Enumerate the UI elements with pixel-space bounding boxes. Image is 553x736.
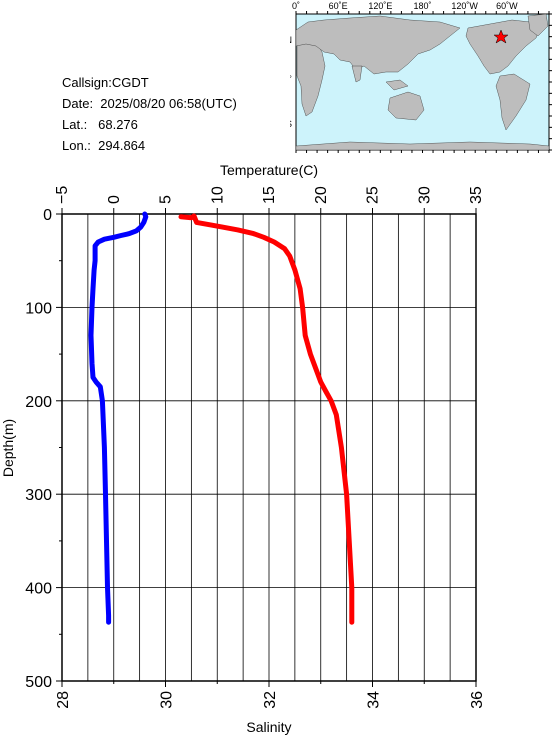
series-layer (88, 211, 355, 625)
map-lon-label: 120˚E (368, 1, 392, 11)
temperature-tick-label: 30 (416, 186, 433, 204)
depth-tick-label: 500 (25, 674, 52, 691)
callsign-text: Callsign:CGDT (62, 75, 149, 90)
india-shape (351, 65, 363, 83)
depth-axis: 0 100 200 300 400 500 (25, 207, 62, 691)
salinity-profile-line (178, 213, 355, 625)
map-lon-label: 120˚W (451, 1, 478, 11)
greenland-shape (527, 13, 549, 37)
world-map: 0˚ 60˚E 120˚E 180˚ 120˚W 60˚W 60˚N 0˚ 60˚S (290, 1, 552, 153)
map-lon-label: 60˚W (496, 1, 518, 11)
depth-tick-label: 0 (43, 207, 52, 224)
longitude-text: Lon.: 294.864 (62, 138, 146, 153)
temperature-tick-label: −5 (54, 186, 71, 204)
map-land (295, 13, 550, 151)
salinity-tick-label: 34 (366, 691, 383, 709)
depth-tick-label: 200 (25, 394, 52, 411)
chart-grid (61, 213, 477, 682)
map-side-labels: 60˚N 0˚ 60˚S (290, 35, 292, 129)
temperature-tick-label: 10 (209, 186, 226, 204)
map-lon-label: 60˚E (329, 1, 348, 11)
depth-tick-label: 300 (25, 487, 52, 504)
salinity-tick-label: 30 (159, 691, 176, 709)
salinity-tick-label: 28 (55, 691, 72, 709)
map-top-labels: 0˚ 60˚E 120˚E 180˚ 120˚W 60˚W (292, 1, 518, 11)
salinity-axis: 28 30 32 34 36 (55, 681, 486, 709)
depth-tick-label: 100 (25, 300, 52, 317)
salinity-axis-label: Salinity (246, 719, 291, 735)
map-lon-label: 180˚ (413, 1, 431, 11)
depth-tick-label: 400 (25, 581, 52, 598)
salinity-tick-label: 32 (262, 691, 279, 709)
temperature-profile-line (88, 211, 149, 625)
eurasia-shape (295, 15, 461, 75)
station-marker-icon (493, 29, 509, 44)
latitude-text: Lat.: 68.276 (62, 117, 138, 132)
north-america-shape (465, 19, 541, 75)
australia-shape (387, 91, 425, 121)
se-asia-islands (385, 79, 409, 91)
plot-frame (61, 213, 477, 682)
temperature-tick-label: 25 (365, 186, 382, 204)
depth-axis-label: Depth(m) (0, 419, 16, 477)
date-text: Date: 2025/08/20 06:58(UTC) (62, 96, 237, 111)
station-info: Callsign:CGDT Date: 2025/08/20 06:58(UTC… (62, 72, 237, 156)
temperature-tick-label: 20 (313, 186, 330, 204)
south-america-shape (495, 73, 531, 131)
map-lat-label: 60˚S (290, 119, 292, 129)
temperature-tick-label: 0 (106, 195, 123, 204)
temperature-axis: −5 0 5 10 15 20 25 30 35 (54, 186, 485, 214)
salinity-tick-label: 36 (469, 691, 486, 709)
map-lon-label: 0˚ (292, 1, 300, 11)
temperature-tick-label: 35 (468, 186, 485, 204)
temperature-tick-label: 5 (158, 195, 175, 204)
temperature-tick-label: 15 (261, 186, 278, 204)
temperature-axis-label: Temperature(C) (220, 162, 318, 178)
map-frame-ticks (295, 11, 552, 153)
map-lat-label: 60˚N (290, 35, 292, 45)
map-lat-label: 0˚ (290, 75, 292, 85)
